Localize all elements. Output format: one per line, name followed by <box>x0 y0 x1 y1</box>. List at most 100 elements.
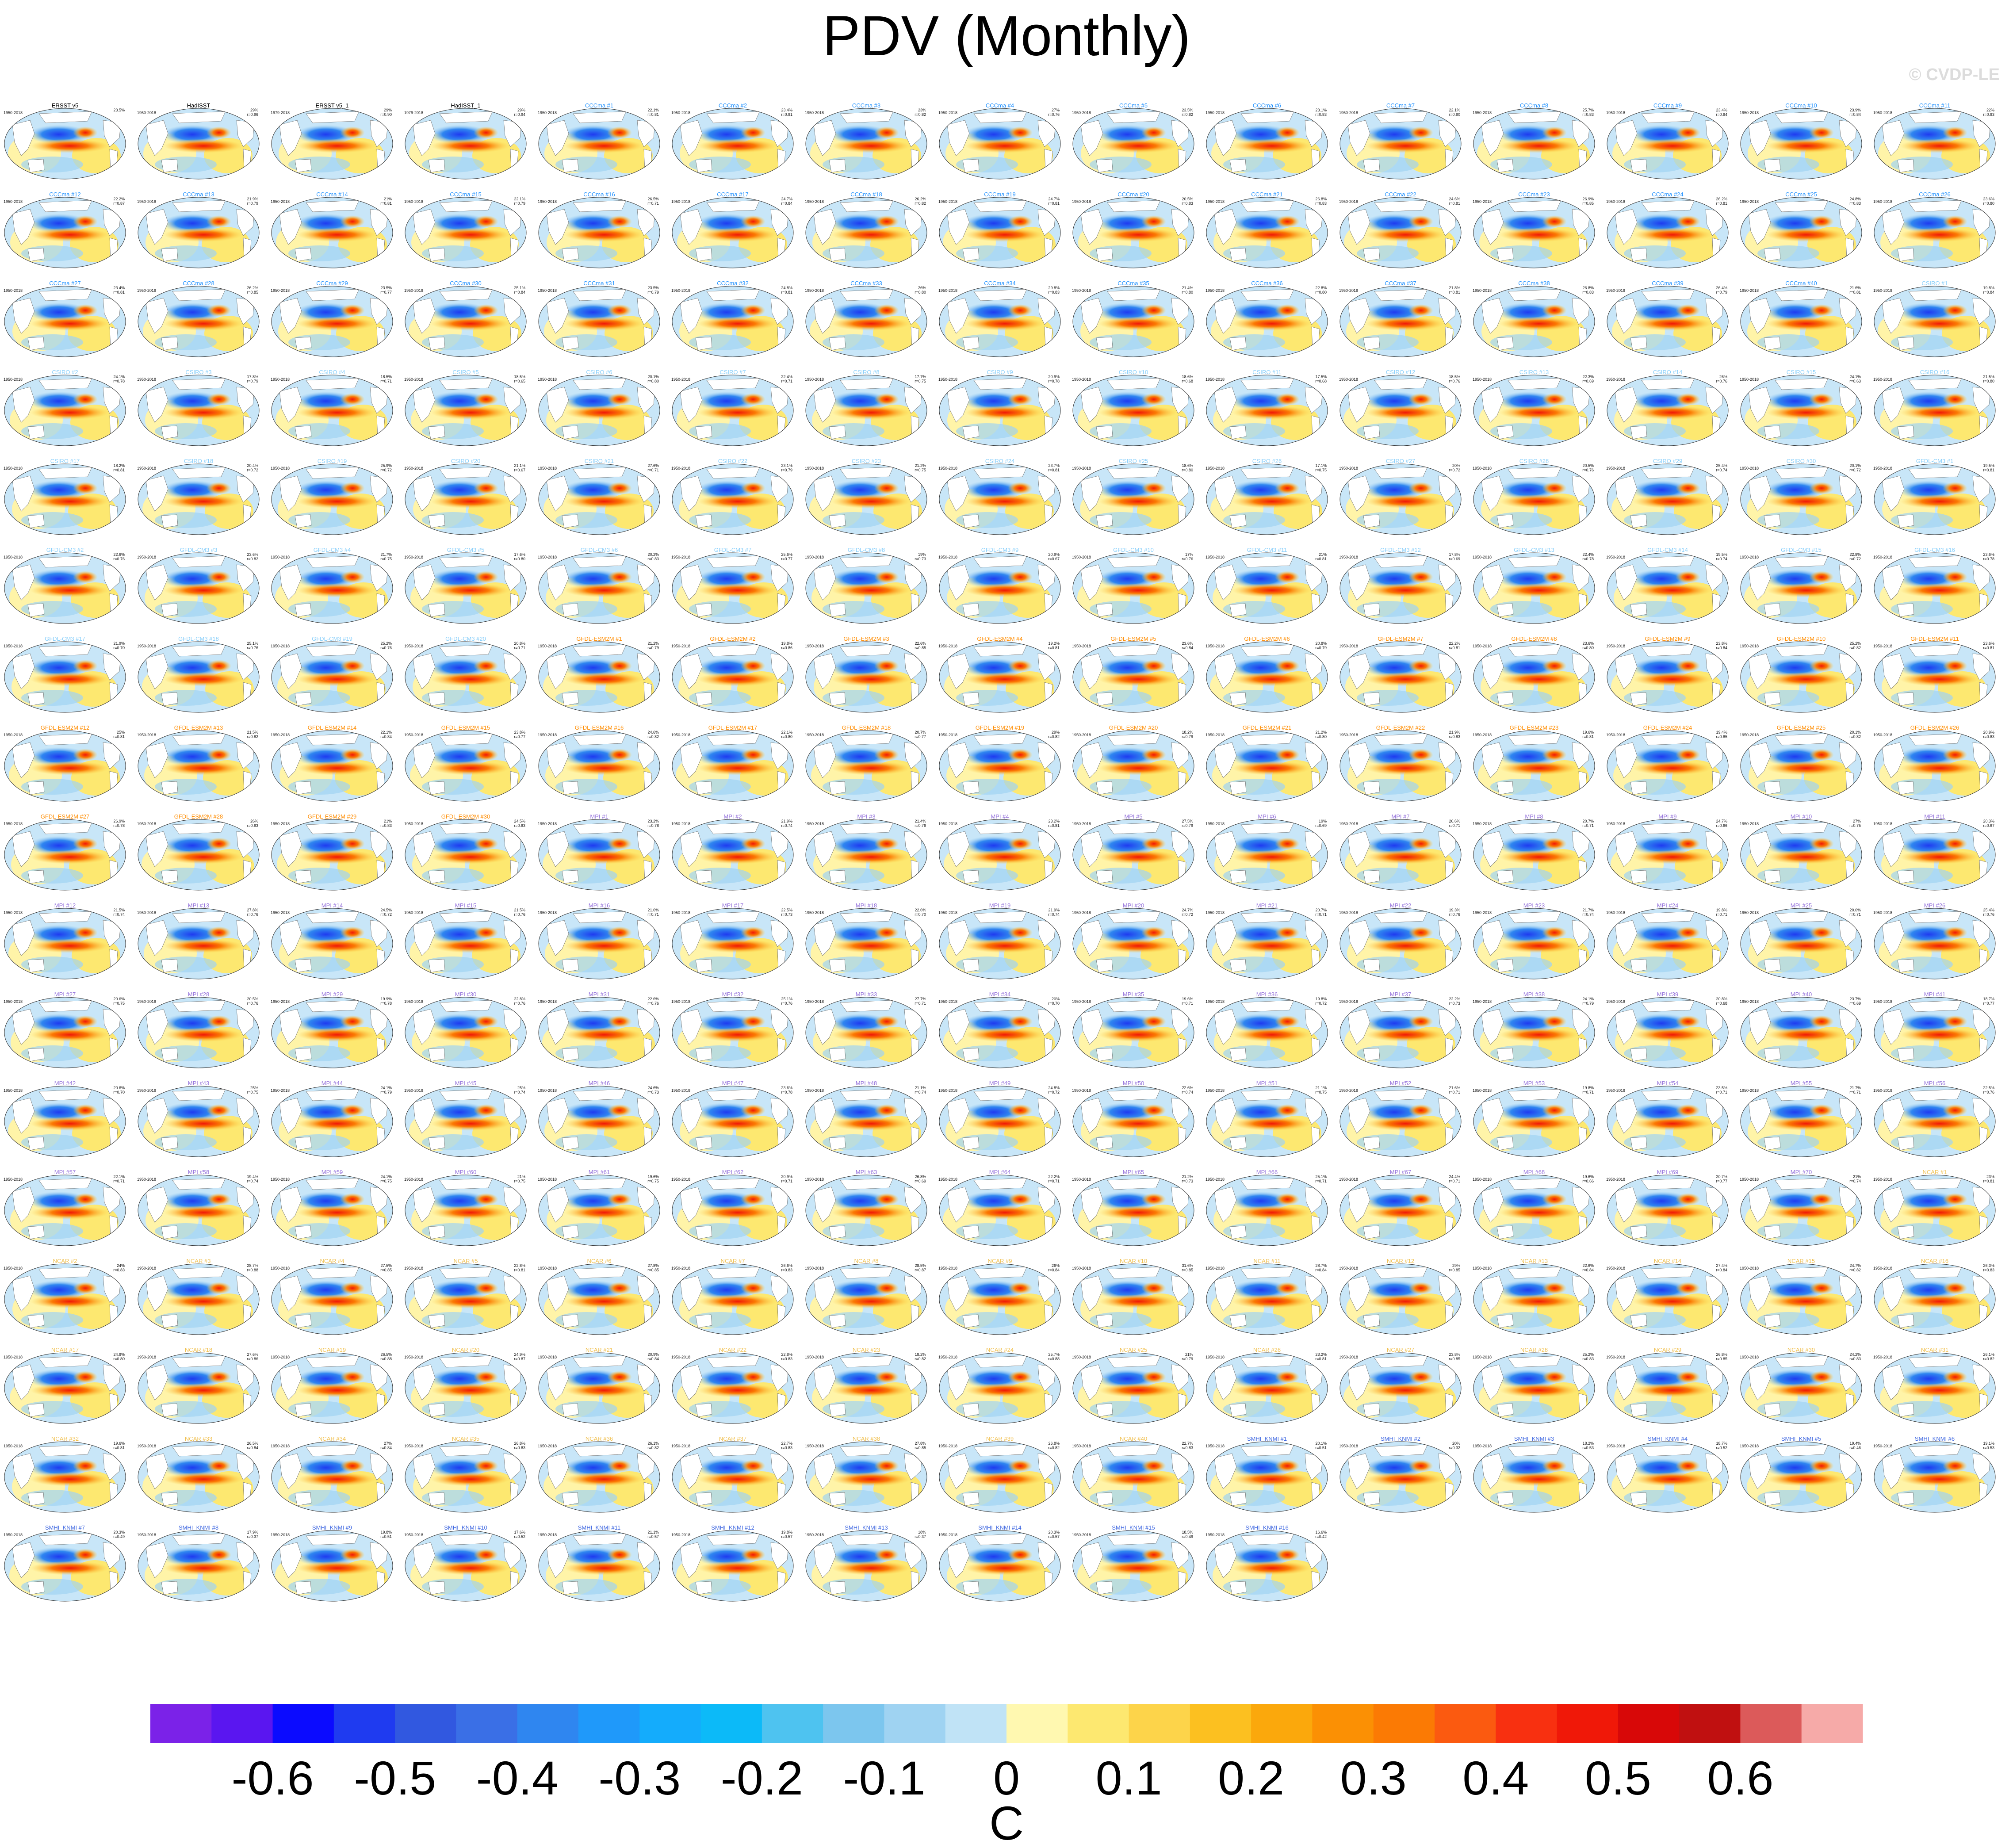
panel-percent: 19.5% <box>1983 463 1994 468</box>
panel-pattern-correlation: r=0.37 <box>247 1534 258 1539</box>
panel-pattern-correlation: r=0.63 <box>1849 379 1861 383</box>
panel-pattern-correlation: r=0.84 <box>1582 1268 1594 1272</box>
panel-pattern-correlation: r=0.85 <box>1582 201 1594 206</box>
sst-map <box>1340 553 1461 624</box>
panel-percent: 25.1% <box>781 997 792 1001</box>
panel-pattern-correlation: r=0.84 <box>1182 646 1193 650</box>
panel-pattern-correlation: r=0.78 <box>1582 557 1594 561</box>
panel-period: 1950-2018 <box>538 288 557 293</box>
sst-map <box>1473 997 1595 1068</box>
panel-percent: 21.5% <box>1983 375 1994 379</box>
colorbar-swatch <box>1679 1704 1741 1743</box>
panel-period: 1950-2018 <box>404 644 423 648</box>
panel-period: 1950-2018 <box>137 377 156 382</box>
sst-map <box>539 819 660 890</box>
panel-period: 1950-2018 <box>1873 1355 1892 1359</box>
panel-pattern-correlation: r=0.32 <box>1449 1446 1460 1450</box>
panel-percent: 22.1% <box>380 730 392 735</box>
panel-period: 1950-2018 <box>805 644 824 648</box>
panel-pattern-correlation: r=0.70 <box>915 912 926 917</box>
sst-map <box>1073 731 1194 801</box>
sst-map <box>1607 1442 1728 1512</box>
sst-map <box>1741 908 1862 979</box>
sst-map <box>806 286 927 357</box>
sst-map <box>1340 997 1461 1068</box>
sst-map <box>4 731 126 801</box>
panel-period: 1950-2018 <box>1206 1177 1225 1182</box>
panel-pattern-correlation: r=0.83 <box>1315 201 1327 206</box>
panel-percent: 19.2% <box>1048 641 1060 646</box>
panel-pattern-correlation: r=0.72 <box>1849 557 1861 561</box>
panel-period: 1950-2018 <box>404 1533 423 1537</box>
panel-title: MPI #65 <box>1123 1169 1144 1175</box>
panel-pattern-correlation: r=0.77 <box>380 290 392 295</box>
sst-map <box>939 1086 1060 1157</box>
panel-percent: 23.8% <box>1449 1352 1460 1357</box>
panel-percent: 26.1% <box>647 1441 659 1446</box>
panel-period: 1950-2018 <box>538 822 557 826</box>
panel-pattern-correlation: r=0.76 <box>247 646 258 650</box>
panel-title: MPI #39 <box>1657 991 1678 998</box>
panel-pattern-correlation: r=0.79 <box>247 201 258 206</box>
panel-period: 1950-2018 <box>137 1088 156 1093</box>
panel-title: MPI #22 <box>1390 902 1411 909</box>
panel-title: CCCma #4 <box>986 102 1014 109</box>
panel-period: 1950-2018 <box>1473 199 1492 204</box>
sst-map <box>272 197 393 268</box>
sst-map <box>1607 819 1728 890</box>
panel-period: 1950-2018 <box>1473 822 1492 826</box>
panel-period: 1950-2018 <box>1072 199 1091 204</box>
panel-percent: 24.4% <box>1449 1175 1460 1179</box>
panel-period: 1950-2018 <box>1873 199 1892 204</box>
panel-pattern-correlation: r=0.83 <box>1449 735 1460 739</box>
panel-percent: 24.1% <box>1582 997 1594 1001</box>
panel-pattern-correlation: r=0.83 <box>1983 735 1994 739</box>
panel-percent: 20.5% <box>247 997 258 1001</box>
panel-title: GFDL-CM3 #7 <box>714 547 752 553</box>
sst-map <box>806 197 927 268</box>
panel-period: 1950-2018 <box>1606 1444 1625 1448</box>
panel-period: 1950-2018 <box>938 1177 957 1182</box>
sst-map <box>1340 1086 1461 1157</box>
panel-percent: 21% <box>384 819 392 823</box>
colorbar-swatch <box>1129 1704 1190 1743</box>
panel-percent: 25.6% <box>781 552 792 557</box>
panel-pattern-correlation: r=0.82 <box>915 1357 926 1361</box>
panel-pattern-correlation: r=0.85 <box>1716 735 1727 739</box>
sst-map <box>806 997 927 1068</box>
panel-percent: 19.8% <box>1983 286 1994 290</box>
panel-title: MPI #60 <box>455 1169 476 1175</box>
panel-period: 1950-2018 <box>1873 1444 1892 1448</box>
panel-title: NCAR #11 <box>1253 1258 1280 1264</box>
panel-period: 1950-2018 <box>671 466 690 471</box>
colorbar-tick-label: 0.6 <box>1707 1751 1773 1805</box>
panel-title: MPI #56 <box>1924 1080 1945 1087</box>
panel-pattern-correlation: r=0.83 <box>1849 1357 1861 1361</box>
panel-period: 1950-2018 <box>1339 288 1358 293</box>
panel-percent: 17.1% <box>1315 463 1327 468</box>
panel-pattern-correlation: r=0.90 <box>380 112 392 117</box>
panel-pattern-correlation: r=0.71 <box>915 1001 926 1006</box>
panel-title: MPI #59 <box>321 1169 343 1175</box>
panel-title: MPI #61 <box>589 1169 610 1175</box>
panel-title: MPI #46 <box>589 1080 610 1087</box>
panel-period: 1950-2018 <box>271 466 290 471</box>
